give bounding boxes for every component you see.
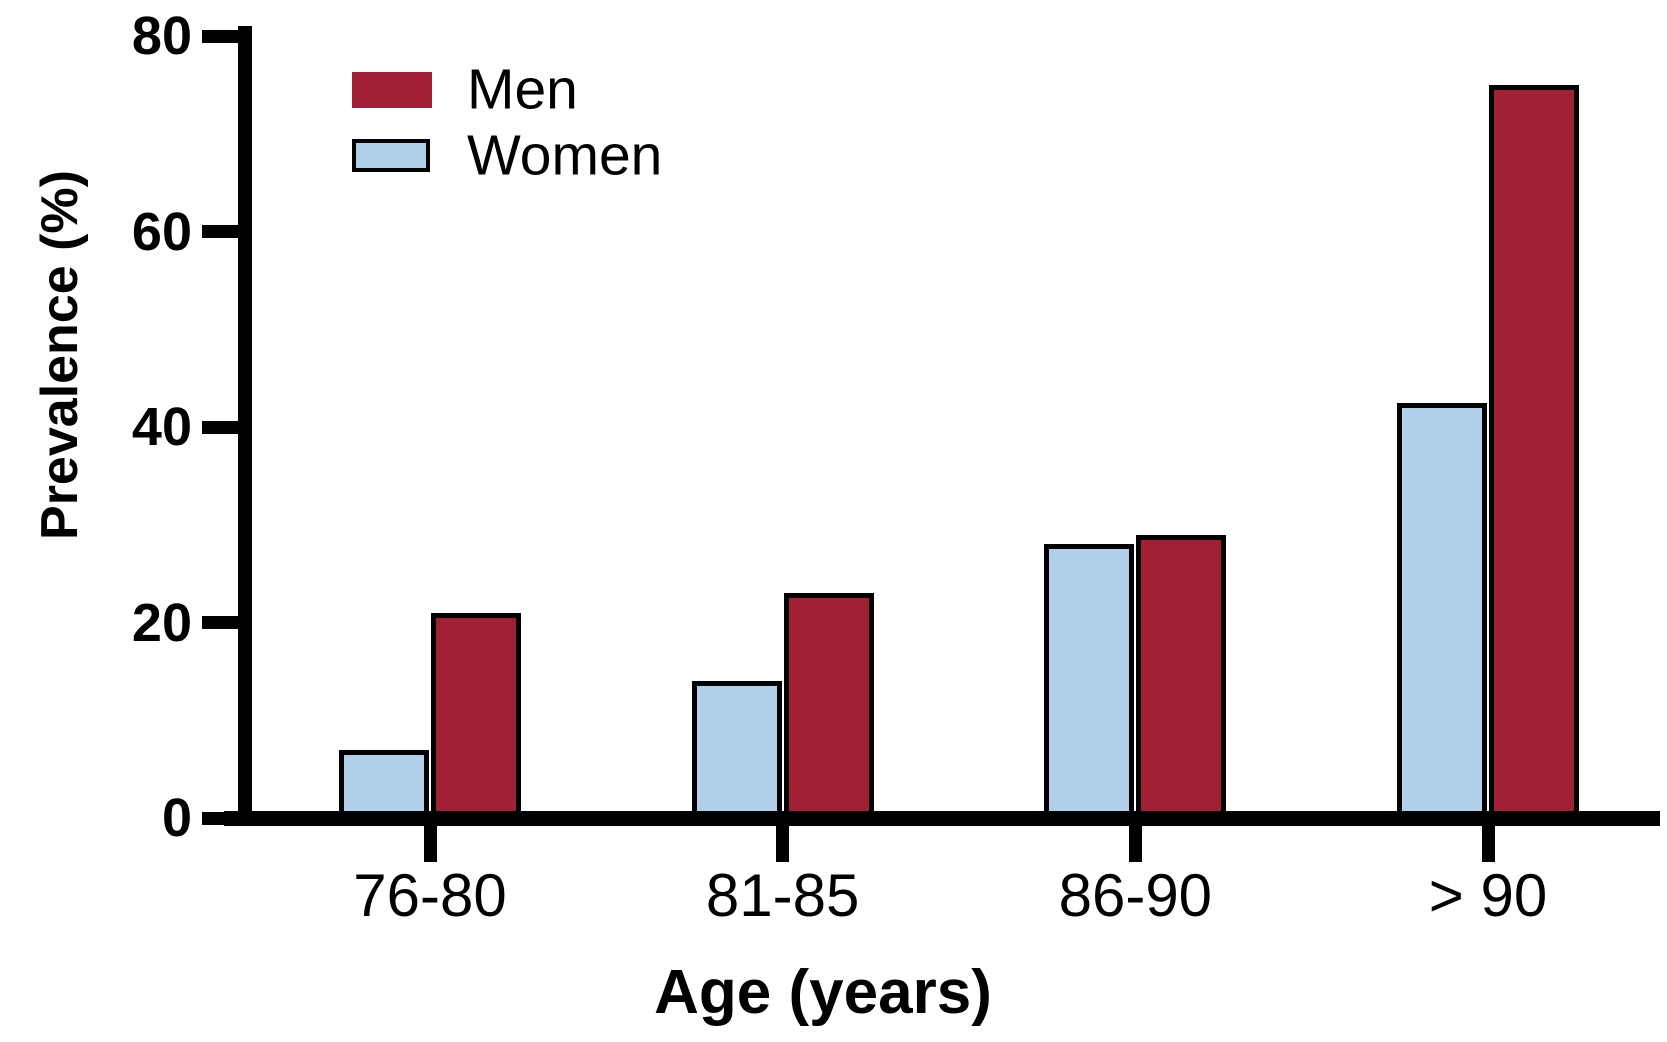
x-tick-label-76-80: 76-80 bbox=[353, 862, 507, 929]
x-axis-title: Age (years) bbox=[654, 958, 992, 1027]
y-tick-60 bbox=[202, 225, 242, 238]
bar-men-76-80 bbox=[431, 612, 521, 818]
x-tick-label-gt-90: > 90 bbox=[1428, 862, 1548, 929]
y-tick-0 bbox=[202, 811, 242, 825]
y-tick-label-20: 20 bbox=[131, 592, 192, 653]
y-tick-20 bbox=[202, 616, 242, 629]
x-tick-label-86-90: 86-90 bbox=[1058, 862, 1213, 929]
bar-women-81-85 bbox=[691, 681, 782, 818]
y-tick-label-60: 60 bbox=[131, 201, 192, 262]
y-tick-label-0: 0 bbox=[161, 788, 192, 848]
x-tick-label-81-85: 81-85 bbox=[705, 862, 860, 929]
x-tick-76-80 bbox=[423, 818, 437, 862]
y-tick-label-40: 40 bbox=[131, 397, 192, 457]
bar-men-gt-90 bbox=[1489, 84, 1579, 818]
bar-women-86-90 bbox=[1044, 544, 1135, 818]
x-tick-81-85 bbox=[776, 818, 790, 862]
y-tick-40 bbox=[202, 420, 242, 434]
bar-women-gt-90 bbox=[1397, 402, 1487, 818]
bar-women-76-80 bbox=[339, 749, 429, 818]
x-axis-line bbox=[224, 811, 1660, 826]
x-tick-gt-90 bbox=[1481, 818, 1495, 862]
bar-men-81-85 bbox=[783, 593, 874, 818]
y-tick-80 bbox=[202, 29, 242, 43]
bar-men-86-90 bbox=[1136, 534, 1227, 818]
y-tick-label-80: 80 bbox=[131, 6, 192, 66]
x-tick-86-90 bbox=[1128, 818, 1142, 862]
